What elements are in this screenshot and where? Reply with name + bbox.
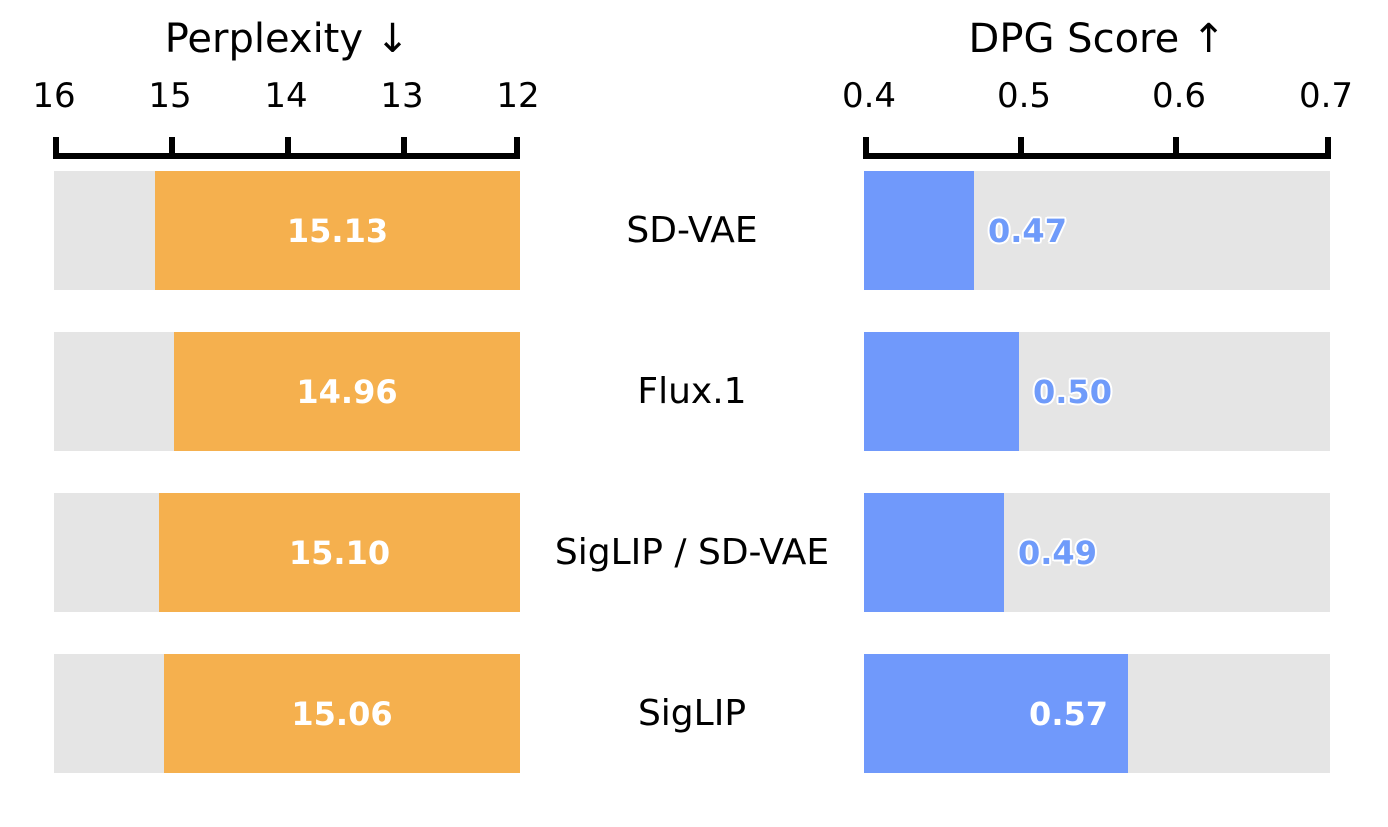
perplexity-tickmark-15	[169, 137, 175, 159]
dpg-track-row-1: 0.50	[864, 332, 1330, 451]
perplexity-tickmark-13	[401, 137, 407, 159]
perplexity-tick-label-15: 15	[148, 76, 192, 116]
dpg-track-row-0: 0.47	[864, 171, 1330, 290]
perplexity-track-row-3: 15.06	[54, 654, 520, 773]
perplexity-panel-title: Perplexity ↓	[164, 16, 410, 62]
category-label-siglip: SigLIP	[637, 693, 747, 734]
perplexity-bar-row-3[interactable]	[164, 654, 520, 773]
dpg-bar-row-0[interactable]	[864, 171, 974, 290]
perplexity-tickmark-16	[53, 137, 59, 159]
dpg-tick-label-07: 0.7	[1298, 76, 1354, 116]
dpg-tick-label-04: 0.4	[841, 76, 897, 116]
perplexity-tick-label-12: 12	[496, 76, 540, 116]
dpg-bar-row-2[interactable]	[864, 493, 1004, 612]
perplexity-value-row-1: 14.96	[296, 372, 398, 411]
perplexity-bar-row-2[interactable]	[159, 493, 520, 612]
dpg-track-row-2: 0.49	[864, 493, 1330, 612]
perplexity-value-row-2: 15.10	[288, 533, 391, 572]
dpg-bar-row-3[interactable]	[864, 654, 1128, 773]
perplexity-track-row-2: 15.10	[54, 493, 520, 612]
dpg-bar-row-1[interactable]	[864, 332, 1019, 451]
dpg-value-row-3: 0.57	[1029, 694, 1108, 733]
perplexity-tickmark-14	[285, 137, 291, 159]
dpg-panel-title: DPG Score ↑	[968, 16, 1226, 62]
category-label-sd-vae: SD-VAE	[626, 210, 758, 251]
perplexity-tick-label-16: 16	[32, 76, 76, 116]
dpg-tickmark-07	[1325, 137, 1331, 159]
perplexity-bar-row-1[interactable]	[174, 332, 520, 451]
perplexity-axis-ticklabels: 16 15 14 13 12	[0, 76, 1388, 116]
perplexity-tick-label-13: 13	[380, 76, 424, 116]
category-label-flux-1: Flux.1	[637, 371, 747, 412]
dpg-tickmark-06	[1173, 137, 1179, 159]
dpg-tick-label-05: 0.5	[996, 76, 1052, 116]
perplexity-tickmark-12	[514, 137, 520, 159]
dpg-tickmark-05	[1018, 137, 1024, 159]
perplexity-tick-label-14: 14	[264, 76, 308, 116]
dpg-axis-ticklabels: 0.4 0.5 0.6 0.7	[0, 76, 1388, 116]
dpg-axis-spine	[863, 137, 1331, 159]
perplexity-track-row-0: 15.13	[54, 171, 520, 290]
dpg-tick-label-06: 0.6	[1151, 76, 1207, 116]
dpg-track-row-3: 0.57	[864, 654, 1330, 773]
dpg-value-row-0: 0.47	[988, 211, 1067, 250]
dpg-tickmark-04	[863, 137, 869, 159]
perplexity-bar-row-0[interactable]	[155, 171, 520, 290]
perplexity-axis-spine	[53, 137, 520, 159]
perplexity-value-row-3: 15.06	[291, 694, 393, 733]
dpg-value-row-1: 0.50	[1033, 372, 1112, 411]
perplexity-value-row-0: 15.13	[286, 211, 389, 250]
dpg-axis-line	[863, 153, 1331, 159]
category-label-siglip-sd-vae: SigLIP / SD-VAE	[554, 532, 830, 573]
dpg-value-row-2: 0.49	[1018, 533, 1097, 572]
perplexity-track-row-1: 14.96	[54, 332, 520, 451]
